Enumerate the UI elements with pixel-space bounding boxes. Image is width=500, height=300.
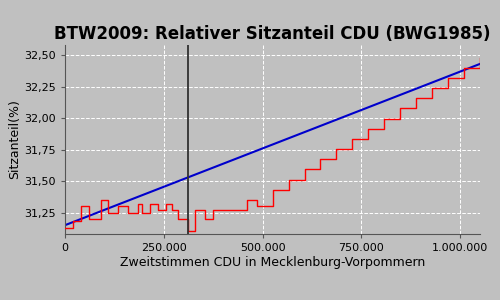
X-axis label: Zweitstimmen CDU in Mecklenburg-Vorpommern: Zweitstimmen CDU in Mecklenburg-Vorpomme… [120, 256, 425, 269]
Y-axis label: Sitzanteil(%): Sitzanteil(%) [8, 100, 22, 179]
Title: BTW2009: Relativer Sitzanteil CDU (BWG1985): BTW2009: Relativer Sitzanteil CDU (BWG19… [54, 26, 491, 44]
